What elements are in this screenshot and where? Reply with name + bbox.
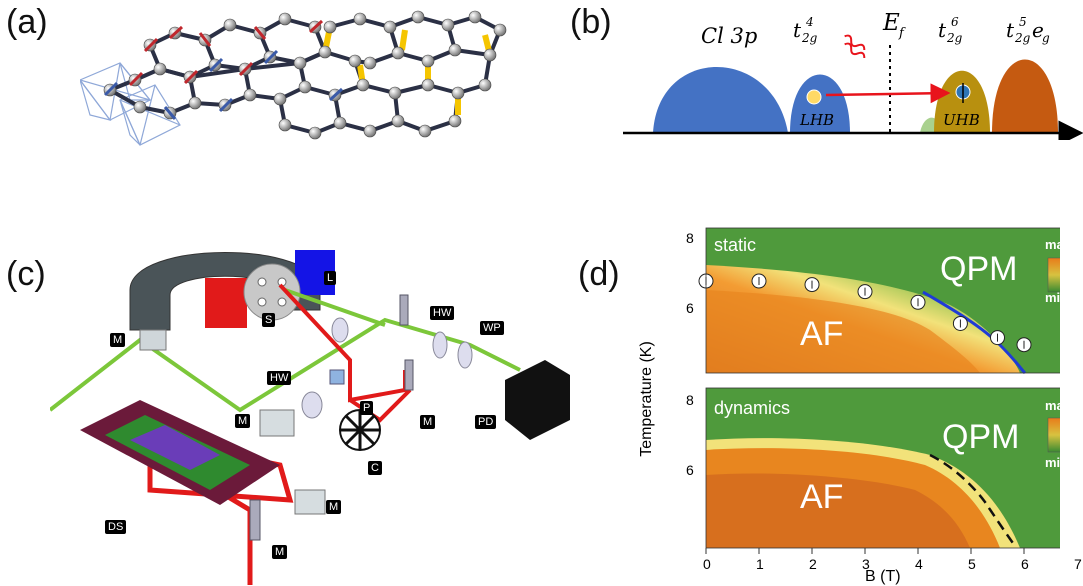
data-markers bbox=[698, 273, 1032, 353]
fermi-level-sub: f bbox=[898, 26, 906, 41]
static-af-label: AF bbox=[800, 315, 844, 353]
colorbar-bottom bbox=[1047, 417, 1060, 453]
dynamics-title: dynamics bbox=[714, 398, 791, 418]
band-label-t2g6: t bbox=[938, 18, 947, 42]
band-diagram: Cl 3p t 2g 4 E f t 2g 6 t 2g 5 e g LHB U… bbox=[623, 10, 1083, 140]
label-C: C bbox=[368, 461, 382, 475]
static-title: static bbox=[714, 235, 757, 255]
band-label-eg-sub: g bbox=[1042, 31, 1050, 45]
xtick-5: 5 bbox=[968, 556, 976, 572]
photon-wiggle-icon bbox=[844, 34, 866, 51]
band-label-t2g5eg: t bbox=[1006, 18, 1015, 42]
label-M5: M bbox=[272, 545, 288, 559]
panel-label-c: (c) bbox=[6, 255, 46, 293]
band-label-t2g6-sup: 6 bbox=[951, 15, 959, 29]
label-DS: DS bbox=[105, 520, 127, 534]
xtick-3: 3 bbox=[862, 556, 870, 572]
static-qpm-label: QPM bbox=[940, 250, 1018, 288]
colorbar-top bbox=[1047, 257, 1060, 293]
hole-dot bbox=[806, 89, 822, 105]
xtick-4: 4 bbox=[915, 556, 923, 572]
dynamics-cbar-min: min bbox=[1045, 455, 1069, 470]
label-HW2: HW bbox=[267, 371, 292, 385]
panel-label-a: (a) bbox=[6, 3, 48, 41]
band-label-t2g4-sub: 2g bbox=[801, 31, 818, 45]
label-PD: PD bbox=[475, 415, 497, 429]
ytick-top-6: 6 bbox=[686, 300, 694, 316]
band-label-t2g5eg-sup: 5 bbox=[1019, 15, 1027, 29]
cl3p-band bbox=[653, 67, 788, 133]
static-cbar-max: max bbox=[1045, 237, 1072, 252]
ytick-bottom-8: 8 bbox=[686, 392, 694, 408]
xtick-6: 6 bbox=[1021, 556, 1029, 572]
dynamic-phase-boundary bbox=[929, 453, 1017, 547]
honeycomb-lattice-diagram bbox=[80, 10, 507, 146]
label-S: S bbox=[262, 313, 276, 327]
eg-band bbox=[992, 59, 1058, 133]
lhb-band bbox=[790, 74, 850, 133]
dynamics-cbar-max: max bbox=[1045, 398, 1072, 413]
panel-label-d: (d) bbox=[578, 255, 620, 293]
y-axis-label: Temperature (K) bbox=[638, 341, 655, 457]
xtick-1: 1 bbox=[756, 556, 764, 572]
xtick-7: 7 bbox=[1074, 556, 1082, 572]
fermi-level-label: E bbox=[882, 10, 900, 36]
label-M1: M bbox=[110, 333, 126, 347]
band-label-t2g4-sup: 4 bbox=[805, 15, 814, 29]
label-P: P bbox=[360, 401, 374, 415]
static-phase-boundary-fit bbox=[922, 290, 1027, 375]
band-label-t2g5eg-sub: 2g bbox=[1014, 31, 1031, 45]
lhb-label: LHB bbox=[799, 111, 834, 129]
dynamics-af-label: AF bbox=[800, 478, 844, 516]
label-M2: M bbox=[235, 414, 251, 428]
phase-diagram-heatmaps bbox=[698, 227, 1060, 554]
label-M3: M bbox=[420, 415, 436, 429]
label-M4: M bbox=[326, 500, 342, 514]
band-label-t2g6-sub: 2g bbox=[946, 31, 963, 45]
photodiode-box bbox=[505, 360, 570, 440]
label-WP: WP bbox=[480, 321, 504, 335]
band-label-cl3p: Cl 3p bbox=[701, 24, 757, 48]
band-label-t2g4: t bbox=[793, 18, 802, 42]
label-L: L bbox=[324, 271, 337, 285]
xtick-2: 2 bbox=[809, 556, 817, 572]
green-beam bbox=[50, 317, 521, 413]
uhb-label: UHB bbox=[943, 111, 980, 129]
ytick-top-8: 8 bbox=[686, 230, 694, 246]
panel-label-b: (b) bbox=[570, 3, 612, 41]
dynamics-qpm-label: QPM bbox=[942, 418, 1020, 456]
xtick-0: 0 bbox=[703, 556, 711, 572]
static-cbar-min: min bbox=[1045, 290, 1069, 305]
label-HW1: HW bbox=[430, 306, 455, 320]
optical-setup-diagram bbox=[50, 250, 570, 585]
band-label-eg: e bbox=[1032, 18, 1044, 42]
x-axis-label: B (T) bbox=[865, 568, 901, 585]
ytick-bottom-6: 6 bbox=[686, 462, 694, 478]
